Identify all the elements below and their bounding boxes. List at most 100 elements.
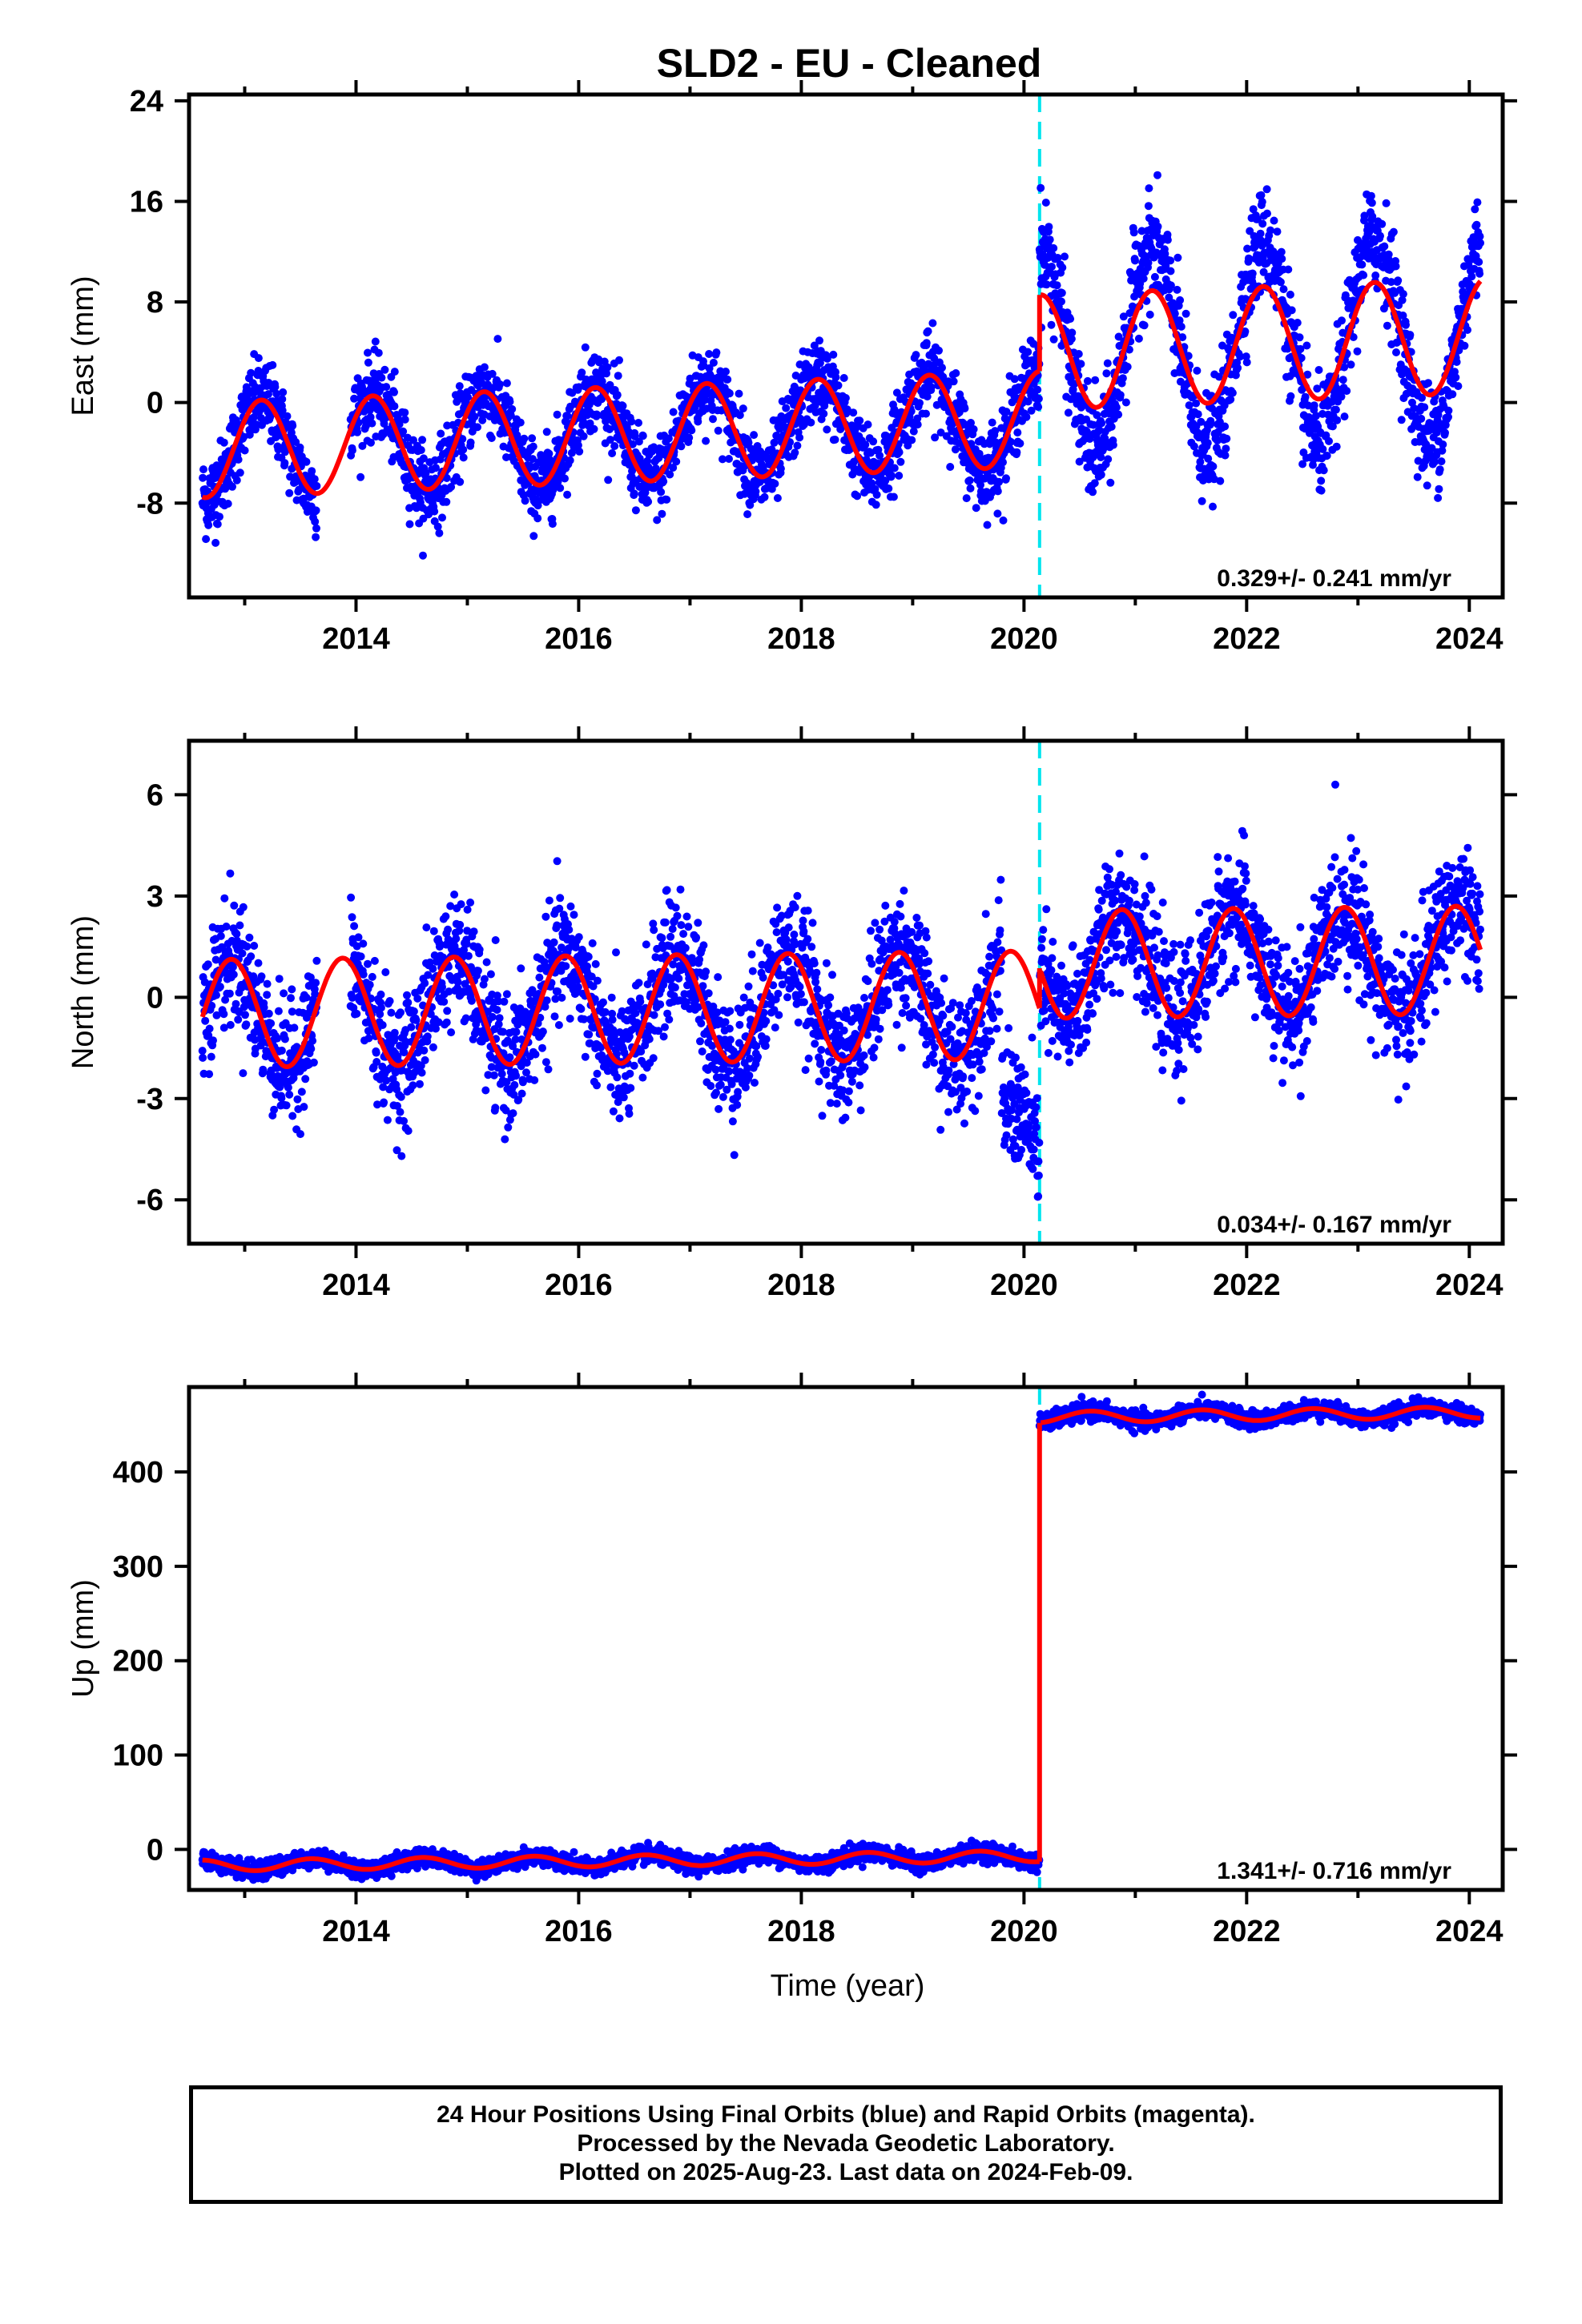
data-point (1467, 272, 1476, 281)
data-point (681, 943, 690, 952)
data-point (1002, 474, 1010, 483)
data-point (608, 1009, 617, 1018)
data-point (1257, 191, 1266, 199)
data-point (834, 381, 843, 390)
data-point (1243, 244, 1252, 253)
data-point (435, 529, 444, 537)
data-point (368, 419, 376, 428)
data-point (212, 1011, 221, 1019)
data-point (1049, 335, 1058, 344)
data-point (300, 1103, 308, 1112)
data-point (908, 436, 916, 444)
data-point (270, 1105, 279, 1114)
data-point (530, 1076, 539, 1084)
data-point (1042, 280, 1051, 289)
data-point (488, 369, 497, 378)
data-point (988, 418, 996, 427)
data-point (257, 972, 266, 981)
data-point (249, 972, 258, 981)
data-point (309, 1058, 318, 1067)
data-point (285, 489, 294, 497)
data-point (422, 923, 431, 932)
data-point (424, 971, 433, 979)
data-point (287, 994, 295, 1003)
y-tick-label: 24 (130, 85, 163, 119)
data-point (473, 423, 481, 432)
data-point (586, 1039, 594, 1047)
rate-annotation: 0.329+/- 0.241 mm/yr (1217, 565, 1451, 592)
data-point (791, 448, 799, 457)
data-point (839, 374, 848, 382)
data-point (1173, 253, 1182, 262)
data-point (843, 405, 851, 414)
data-point (251, 1035, 260, 1044)
data-point (1112, 403, 1121, 412)
data-point (347, 893, 356, 902)
data-point (631, 1009, 640, 1018)
data-point (727, 1080, 736, 1088)
data-point (446, 902, 455, 911)
data-point (673, 911, 682, 920)
data-point (219, 438, 228, 447)
data-point (1424, 379, 1432, 388)
data-point (609, 1026, 618, 1035)
data-point (199, 1053, 207, 1062)
data-point (714, 973, 723, 982)
data-point (382, 1076, 391, 1085)
data-point (895, 448, 904, 456)
data-point (373, 1100, 381, 1109)
data-point (735, 389, 743, 398)
data-point (421, 979, 429, 987)
data-point (682, 998, 691, 1007)
data-point (264, 379, 273, 387)
data-point (590, 995, 599, 1003)
data-point (289, 1074, 298, 1083)
data-point (1303, 370, 1312, 379)
data-point (1049, 243, 1058, 252)
data-point (280, 459, 289, 468)
data-point (220, 894, 229, 903)
data-point (486, 970, 495, 979)
data-point (553, 410, 562, 419)
data-point (274, 1007, 283, 1015)
data-point (365, 980, 374, 989)
data-point (618, 1007, 626, 1015)
data-point (350, 922, 359, 931)
data-point (867, 479, 876, 488)
data-point (1359, 271, 1368, 279)
data-point (467, 996, 476, 1005)
data-point (575, 447, 584, 456)
data-point (212, 991, 220, 999)
data-point (1103, 359, 1112, 368)
data-point (1198, 497, 1206, 505)
data-point (1166, 267, 1175, 275)
data-point (413, 994, 422, 1003)
data-point (855, 416, 864, 425)
data-point (1163, 235, 1172, 244)
data-point (1399, 312, 1407, 320)
data-point (311, 517, 320, 526)
data-point (370, 956, 379, 965)
data-point (396, 1108, 405, 1116)
data-point (579, 417, 588, 426)
data-point (1226, 395, 1235, 404)
data-point (221, 995, 230, 1004)
data-point (1006, 437, 1015, 446)
data-point (793, 441, 802, 450)
data-point (593, 1069, 602, 1078)
data-point (669, 960, 678, 969)
data-point (240, 432, 248, 441)
data-point (379, 1083, 388, 1092)
data-point (412, 1015, 421, 1024)
data-point (263, 991, 272, 999)
data-point (283, 412, 292, 420)
data-point (726, 1007, 735, 1015)
data-point (606, 436, 614, 444)
data-point (235, 921, 244, 930)
data-point (1301, 392, 1310, 401)
data-point (815, 336, 823, 345)
data-point (407, 1023, 416, 1031)
data-point (522, 1059, 531, 1067)
data-point (204, 521, 213, 529)
